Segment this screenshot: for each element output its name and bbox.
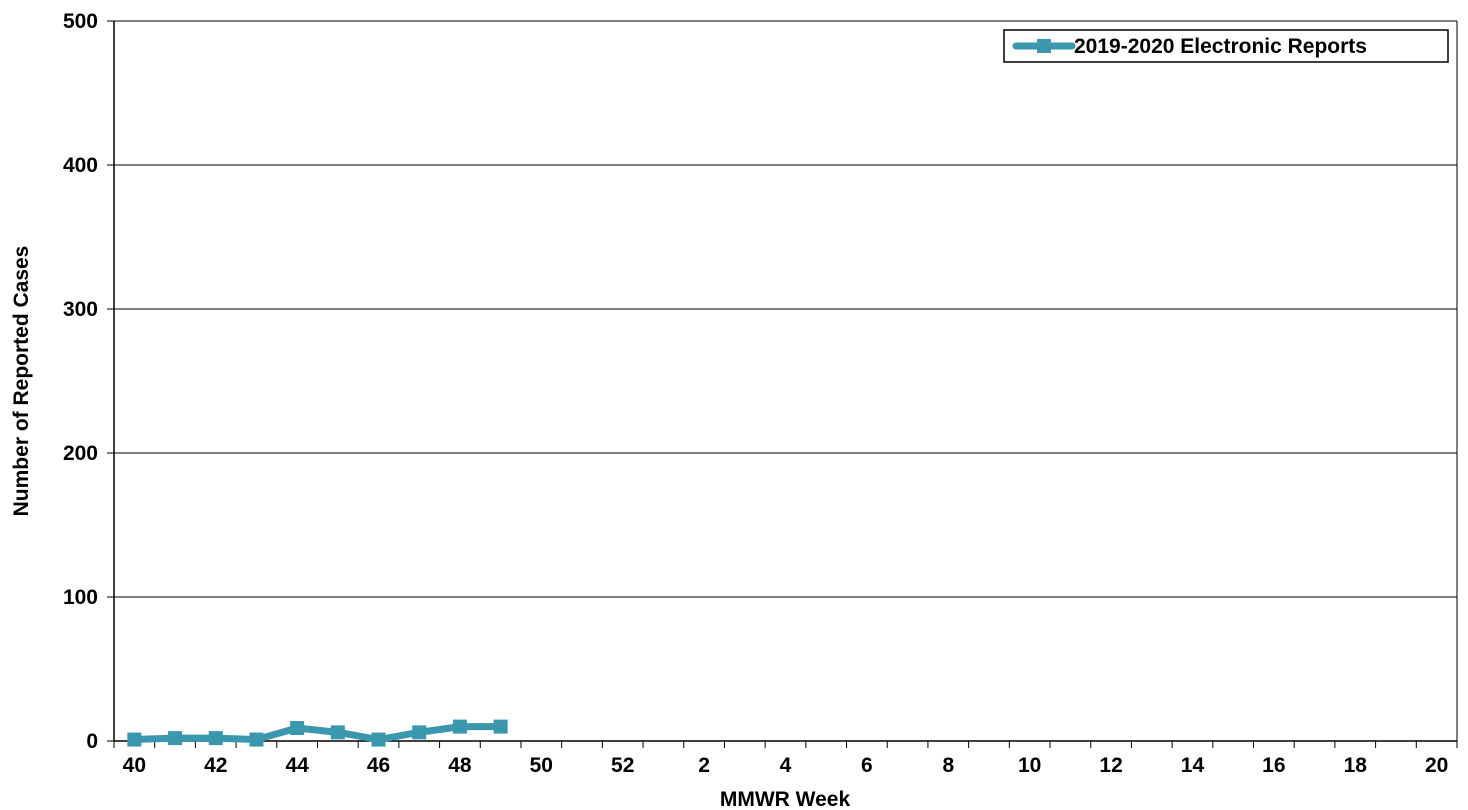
x-tick-label: 6 [861, 754, 873, 777]
y-tick-label: 0 [86, 730, 98, 753]
y-tick-label: 200 [63, 442, 98, 465]
x-tick-label: 40 [123, 754, 146, 777]
x-tick-label: 42 [204, 754, 227, 777]
data-point-marker [290, 721, 305, 736]
data-point-marker [452, 719, 467, 734]
data-point-marker [127, 732, 142, 747]
x-tick-label: 44 [285, 754, 309, 777]
data-point-marker [412, 725, 427, 740]
x-tick-label: 18 [1344, 754, 1368, 777]
x-tick-label: 10 [1018, 754, 1041, 777]
x-tick-label: 2 [698, 754, 710, 777]
data-point-marker [371, 732, 386, 747]
data-point-marker [249, 732, 264, 747]
y-axis-title: Number of Reported Cases [10, 246, 33, 517]
x-tick-label: 46 [367, 754, 390, 777]
y-tick-label: 400 [63, 154, 98, 177]
legend: 2019-2020 Electronic Reports [1003, 29, 1449, 63]
x-tick-label: 12 [1099, 754, 1122, 777]
x-tick-label: 20 [1425, 754, 1448, 777]
legend-box [1003, 29, 1449, 63]
grid-layer [114, 20, 1457, 598]
y-tick-label: 100 [63, 586, 98, 609]
legend-marker-swatch [1037, 39, 1051, 53]
x-tick-label: 4 [780, 754, 792, 777]
x-tick-label: 52 [611, 754, 634, 777]
data-point-marker [330, 725, 345, 740]
y-tick-label: 500 [63, 10, 98, 33]
data-point-marker [493, 719, 508, 734]
x-tick-label: 8 [942, 754, 954, 777]
x-axis-title: MMWR Week [720, 788, 851, 810]
x-tick-label: 50 [530, 754, 553, 777]
legend-label: 2019-2020 Electronic Reports [1074, 35, 1367, 58]
x-tick-label: 14 [1181, 754, 1205, 777]
y-tick-label: 300 [63, 298, 98, 321]
data-point-marker [168, 731, 183, 746]
series-line [130, 723, 505, 744]
data-point-marker [208, 731, 223, 746]
x-tick-label: 48 [448, 754, 472, 777]
x-tick-label: 16 [1262, 754, 1285, 777]
series-layer [127, 719, 508, 747]
